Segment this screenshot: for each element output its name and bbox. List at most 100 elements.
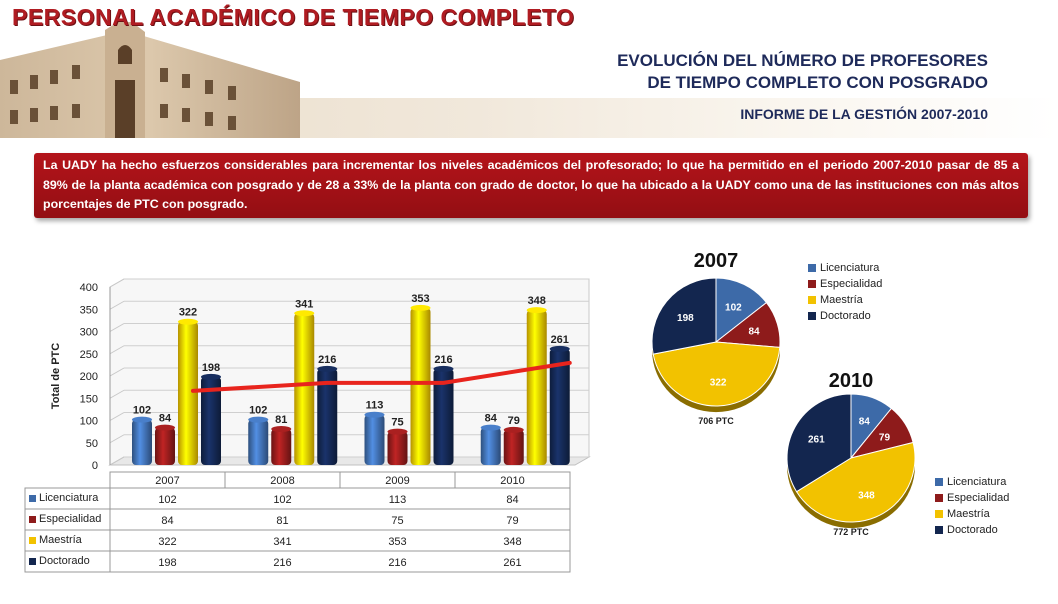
bar-doctorado-2007-top: [201, 373, 221, 380]
bar-especialidad-2010-top: [503, 426, 524, 433]
gridline: [109, 300, 125, 310]
y-axis-label: Total de PTC: [50, 343, 62, 409]
y-tick-label: 50: [86, 438, 98, 450]
table-cell-doctorado-2010: 261: [503, 557, 521, 569]
legend-label: Licenciatura: [947, 476, 1007, 488]
bar-especialidad-2008-top: [271, 425, 292, 432]
table-year-2009: 2009: [385, 475, 409, 487]
gridline: [109, 345, 125, 355]
table-cell-licenciatura-2010: 84: [506, 494, 518, 506]
building-photo: [0, 22, 300, 138]
bar-maestria-2007-top: [178, 318, 198, 325]
table-cell-licenciatura-2008: 102: [273, 494, 291, 506]
gridline: [109, 434, 125, 444]
trend-line-doctorado: [191, 360, 572, 393]
legend-swatch: [935, 494, 943, 503]
data-label-maestria-2009: 353: [411, 293, 429, 305]
legend-label: Especialidad: [947, 492, 1010, 504]
bar-especialidad-2009: [387, 431, 408, 465]
gridline: [109, 278, 125, 288]
table-row-label-doctorado: Doctorado: [39, 555, 90, 567]
table-year-2008: 2008: [270, 475, 294, 487]
legend-swatch: [935, 526, 943, 535]
y-tick-label: 100: [80, 416, 98, 428]
legend-item-especialidad: Especialidad: [808, 278, 882, 290]
info-box: La UADY ha hecho esfuerzos considerables…: [34, 153, 1028, 218]
table-row-label-maestria: Maestría: [39, 534, 83, 546]
bar-licenciatura-2007: [132, 419, 152, 465]
bar-especialidad-2007-top: [155, 424, 175, 431]
table-legend-key-licenciatura: [29, 495, 36, 502]
table-cell-doctorado-2007: 198: [158, 557, 176, 569]
pie-label-maestria: 322: [710, 378, 727, 389]
pie-slice-maestria: [795, 441, 916, 523]
bar-licenciatura-2010: [480, 427, 501, 465]
table-cell-licenciatura-2009: 113: [389, 494, 407, 506]
data-label-especialidad-2007: 84: [159, 413, 172, 425]
table-row-doctorado: [24, 550, 571, 573]
gridline: [109, 456, 125, 466]
y-tick-label: 150: [80, 393, 98, 405]
bar-doctorado-2010-top: [549, 345, 570, 352]
bar-doctorado-2008-top: [317, 365, 338, 372]
table-row-label-especialidad: Especialidad: [39, 513, 101, 525]
legend-label: Doctorado: [947, 524, 998, 536]
bar-especialidad-2007: [155, 427, 175, 465]
pie-label-licenciatura: 84: [859, 417, 871, 428]
gridline: [109, 367, 125, 377]
legend-item-licenciatura: Licenciatura: [935, 476, 1009, 488]
subtitle-line-2: DE TIEMPO COMPLETO CON POSGRADO: [647, 73, 988, 92]
data-label-especialidad-2008: 81: [275, 414, 287, 426]
y-tick-label: 400: [80, 282, 98, 294]
bar-chart: 0 50 100 150 200 250 300 350 400 Total de PTC 102 8…: [50, 278, 591, 472]
legend-item-maestria: Maestría: [935, 508, 1009, 520]
legend-item-especialidad: Especialidad: [935, 492, 1009, 504]
pie-slice-doctorado: [786, 393, 852, 493]
legend-label: Licenciatura: [820, 262, 880, 274]
table-legend-key-maestria: [29, 537, 36, 544]
legend-2007: Licenciatura Especialidad Maestría Doctorad…: [808, 262, 882, 326]
pie-chart-2007: 102 84 322 198 2007 706 PTC: [651, 250, 781, 426]
legend-item-doctorado: Doctorado: [808, 310, 882, 322]
data-label-licenciatura-2010: 84: [485, 413, 498, 425]
y-tick-label: 250: [80, 349, 98, 361]
bar-maestria-2010: [526, 310, 547, 465]
data-label-licenciatura-2008: 102: [249, 405, 267, 417]
bar-licenciatura-2008: [248, 419, 269, 465]
report-label: INFORME DE LA GESTIÓN 2007-2010: [740, 106, 988, 122]
bar-licenciatura-2009-top: [364, 411, 385, 418]
bar-maestria-2008-top: [294, 310, 315, 317]
gridline: [109, 323, 125, 332]
legend-label: Especialidad: [820, 278, 883, 290]
bar-doctorado-2007: [201, 376, 221, 465]
pie-label-maestria: 348: [858, 491, 875, 502]
gridline: [109, 389, 125, 399]
legend-swatch: [808, 312, 816, 321]
data-label-especialidad-2009: 75: [391, 417, 403, 429]
legend-item-maestria: Maestría: [808, 294, 882, 306]
legend-swatch: [808, 280, 816, 289]
data-label-especialidad-2010: 79: [508, 415, 520, 427]
table-year-2010: 2010: [500, 475, 524, 487]
bar-especialidad-2010: [503, 429, 524, 465]
data-table: 2007 2008 2009 2010 Licenciatura 102 102 113 84 E…: [24, 471, 571, 573]
bar-maestria-2007: [178, 321, 198, 465]
chart-area: 0 50 100 150 200 250 300 350 400 Total de PTC 102 8…: [24, 250, 916, 573]
pie-total-label: 772 PTC: [833, 527, 869, 537]
data-label-doctorado-2010: 261: [551, 334, 569, 346]
bar-maestria-2009: [410, 307, 431, 465]
pie-total-label: 706 PTC: [698, 416, 734, 426]
bar-maestria-2010-top: [526, 307, 547, 314]
bar-licenciatura-2008-top: [248, 416, 269, 423]
table-row-label-licenciatura: Licenciatura: [39, 492, 99, 504]
data-label-doctorado-2008: 216: [318, 354, 336, 366]
data-label-doctorado-2009: 216: [434, 354, 452, 366]
table-year-2007: 2007: [155, 475, 179, 487]
pie-label-especialidad: 79: [879, 433, 891, 444]
pie-label-especialidad: 84: [748, 327, 760, 338]
bar-maestria-2009-top: [410, 304, 431, 311]
table-legend-key-especialidad: [29, 516, 36, 523]
data-label-maestria-2010: 348: [528, 295, 546, 307]
bar-doctorado-2009: [433, 368, 454, 465]
pie-slice-maestria: [652, 341, 781, 407]
